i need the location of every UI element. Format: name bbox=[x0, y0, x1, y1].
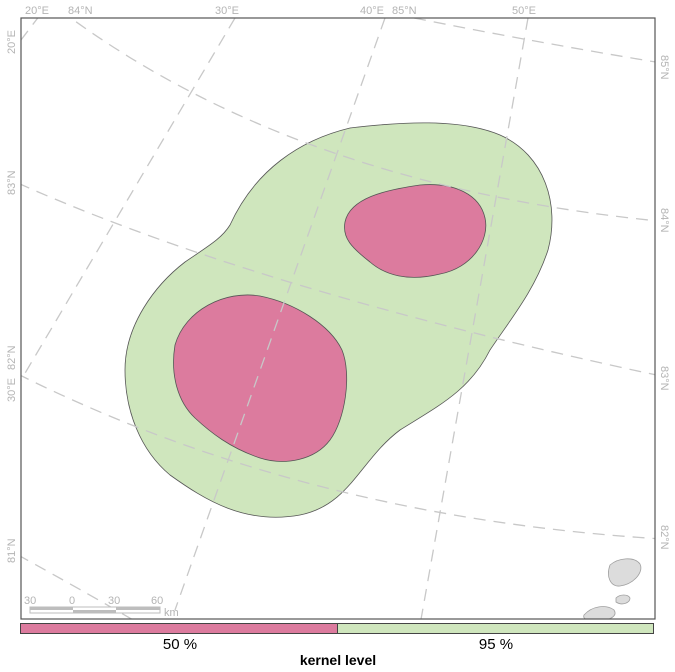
right-label-83n: 83°N bbox=[658, 366, 670, 391]
scale-tick-label-30: 30 bbox=[108, 595, 120, 607]
top-label-84n: 84°N bbox=[68, 5, 93, 17]
top-label-20e: 20°E bbox=[25, 5, 49, 17]
kernel-50-area-northeast[interactable] bbox=[344, 184, 487, 278]
scale-tick-label-30-left: 30 bbox=[24, 595, 36, 607]
legend-swatch-50[interactable] bbox=[21, 624, 337, 633]
top-label-50e: 50°E bbox=[512, 5, 536, 17]
right-label-85n: 85°N bbox=[658, 55, 670, 80]
map-panel[interactable]: 20°E 84°N 30°E 40°E 85°N 50°E 20°E 83°N … bbox=[0, 0, 675, 622]
land-island-small-2 bbox=[583, 606, 616, 619]
scale-bar: 30 0 30 60 km bbox=[24, 595, 179, 619]
left-label-81n: 81°N bbox=[6, 538, 18, 563]
right-label-82n: 82°N bbox=[658, 525, 670, 550]
top-label-30e: 30°E bbox=[215, 5, 239, 17]
land-island-small-1 bbox=[615, 594, 631, 605]
land-island-large bbox=[608, 558, 642, 587]
graticule-lat-81n bbox=[21, 555, 133, 619]
graticule-lon-20e bbox=[21, 18, 39, 41]
kernel-50-area-southwest[interactable] bbox=[173, 294, 348, 462]
scale-bar-segment-2 bbox=[73, 610, 116, 613]
legend-color-bar bbox=[20, 623, 654, 634]
top-label-40e: 40°E bbox=[360, 5, 384, 17]
left-label-82n: 82°N bbox=[6, 345, 18, 370]
scale-tick-label-0: 0 bbox=[69, 595, 75, 607]
left-label-30e: 30°E bbox=[6, 378, 18, 402]
map-canvas[interactable]: 20°E 84°N 30°E 40°E 85°N 50°E 20°E 83°N … bbox=[0, 0, 675, 622]
right-label-84n: 84°N bbox=[658, 208, 670, 233]
graticule-lat-84n bbox=[69, 18, 655, 222]
scale-bar-segment-1 bbox=[30, 607, 73, 610]
graticule-lon-40e bbox=[174, 18, 386, 611]
graticule-lon-50e bbox=[420, 18, 529, 619]
left-label-20e: 20°E bbox=[6, 30, 18, 54]
graticule-lon-30e bbox=[21, 18, 236, 381]
legend-swatch-95[interactable] bbox=[336, 624, 653, 633]
legend-label-95: 95 % bbox=[478, 636, 514, 653]
left-label-83n: 83°N bbox=[6, 170, 18, 195]
graticule-lat-82n bbox=[21, 374, 655, 540]
scale-tick-label-60: 60 bbox=[151, 595, 163, 607]
scale-bar-segment-3 bbox=[116, 607, 160, 610]
legend-label-50: 50 % bbox=[162, 636, 198, 653]
scale-unit-label: km bbox=[164, 607, 179, 619]
top-label-85n: 85°N bbox=[392, 5, 417, 17]
graticule-lat-83n bbox=[21, 183, 655, 376]
map-frame-border bbox=[20, 17, 656, 620]
legend-title: kernel level bbox=[299, 652, 377, 668]
